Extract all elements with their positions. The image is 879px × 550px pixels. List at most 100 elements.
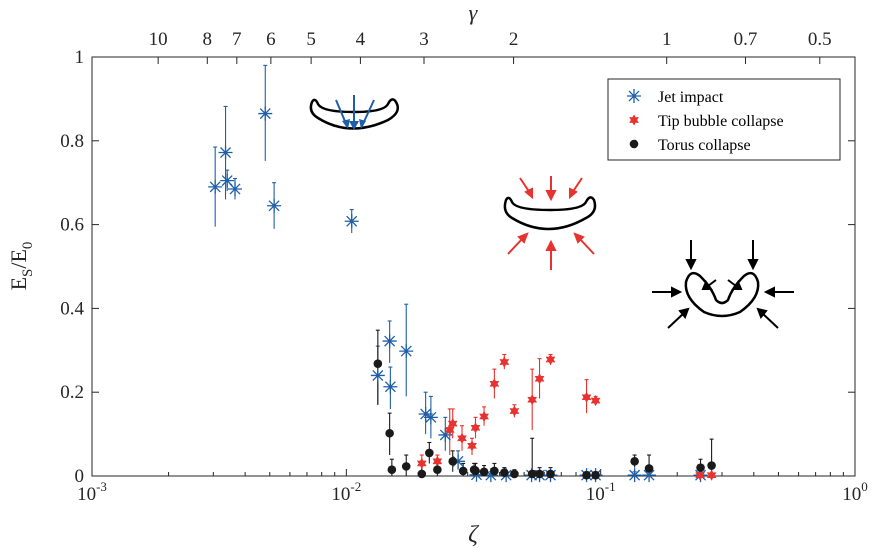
torus-bubble-shape: [684, 271, 760, 318]
data-point-tip-bubble-collapse: [457, 432, 467, 445]
data-point-torus-collapse: [510, 469, 519, 479]
data-point-tip-bubble-collapse: [534, 373, 545, 385]
tip-arrowhead-top-center: [545, 190, 557, 202]
y-tick-label: 0: [75, 466, 85, 487]
data-point-tip-bubble-collapse: [499, 356, 510, 368]
torus-arrowhead-bottom-left: [678, 307, 690, 319]
data-point-torus-collapse: [527, 469, 537, 479]
data-point-tip-bubble-collapse: [470, 422, 481, 434]
y-axis-title-main: E: [6, 277, 31, 290]
y-tick-label: 0.8: [60, 131, 84, 152]
legend-label-tip-bubble-collapse: Tip bubble collapse: [658, 113, 784, 130]
x-tick-label: 10-3: [77, 479, 107, 505]
y-axis-title: ES/E0: [6, 242, 36, 291]
torus-arrow-bottom-left: [667, 312, 685, 329]
top-axis-title: γ: [469, 0, 479, 25]
y-tick-label: 1: [75, 47, 85, 68]
data-point-torus-collapse: [385, 428, 394, 438]
data-point-jet-impact: [451, 454, 466, 469]
data-point-tip-bubble-collapse: [479, 410, 490, 423]
data-point-tip-bubble-collapse: [509, 405, 520, 417]
x-tick-label-base: 10: [331, 484, 350, 505]
top-tick-label: 0.5: [808, 29, 832, 50]
data-point-tip-bubble-collapse: [467, 440, 477, 452]
torus-arrowhead-right: [763, 286, 775, 298]
data-point-torus-collapse: [644, 464, 654, 473]
data-point-torus-collapse: [433, 465, 442, 475]
torus-arrowhead-inner-left: [701, 279, 713, 290]
data-point-jet-impact: [383, 379, 398, 394]
data-point-torus-collapse: [490, 466, 499, 476]
y-tick-label: 0.4: [60, 298, 84, 319]
top-tick-label: 2: [509, 29, 519, 50]
data-point-torus-collapse: [458, 466, 468, 476]
data-point-tip-bubble-collapse: [706, 469, 717, 481]
jet-bubble-shape: [309, 98, 399, 130]
data-point-jet-impact: [382, 334, 397, 349]
top-tick-label: 7: [232, 29, 242, 50]
data-point-jet-impact: [218, 145, 233, 160]
jet-arrowhead-left: [342, 119, 350, 129]
data-point-torus-collapse: [707, 461, 716, 470]
x-tick-label: 100: [842, 479, 868, 505]
y-tick-label: 0.6: [60, 215, 84, 236]
data-point-jet-impact: [370, 368, 385, 383]
legend-marker-tip-bubble-collapse: [629, 114, 639, 126]
x-tick-label-exponent: -1: [605, 479, 616, 494]
plot-frame: [91, 56, 856, 477]
x-tick-label-base: 10: [77, 484, 96, 505]
data-markers: [208, 106, 717, 483]
data-point-jet-impact: [228, 181, 243, 196]
legend-markers: [627, 89, 641, 149]
data-point-torus-collapse: [448, 457, 458, 466]
top-tick-label: 6: [266, 29, 276, 50]
data-point-jet-impact: [344, 214, 359, 229]
tip-arrowhead-bottom-center: [545, 239, 557, 251]
y-tick-label: 0.2: [60, 382, 84, 403]
legend-marker-jet-impact: [627, 89, 641, 103]
data-point-tip-bubble-collapse: [444, 424, 455, 436]
data-point-jet-impact: [208, 179, 223, 194]
tip-bubble-shape: [503, 196, 597, 231]
data-point-torus-collapse: [535, 469, 544, 479]
data-point-torus-collapse: [417, 469, 427, 479]
tip-arrow-bottom-left: [507, 237, 524, 255]
tip-arrowhead-top-left: [524, 187, 533, 200]
data-point-jet-impact: [627, 468, 642, 483]
legend-box: [607, 78, 841, 161]
data-point-jet-impact: [438, 427, 453, 442]
tip-arrowhead-bottom-left: [517, 232, 529, 244]
legend: Jet impact Tip bubble collapse Torus col…: [607, 78, 841, 161]
torus-arrowhead-top-right: [747, 259, 759, 271]
jet-impact-schematic: [309, 95, 399, 130]
data-point-torus-collapse: [582, 470, 591, 480]
torus-arrowhead-inner-right: [731, 279, 743, 290]
tip-arrow-bottom-right: [578, 237, 595, 255]
y-axis-title-sub2: 0: [20, 242, 36, 250]
data-point-jet-impact: [423, 410, 438, 425]
data-point-tip-bubble-collapse: [527, 394, 538, 406]
data-point-tip-bubble-collapse: [489, 378, 500, 390]
top-tick-label: 4: [356, 29, 366, 50]
data-point-torus-collapse: [425, 448, 434, 458]
data-point-torus-collapse: [387, 465, 397, 475]
data-point-torus-collapse: [471, 466, 480, 476]
top-tick-label: 1: [662, 29, 672, 50]
data-point-torus-collapse: [546, 469, 555, 479]
torus-arrowhead-bottom-right: [756, 307, 768, 319]
data-point-jet-impact: [642, 468, 657, 483]
y-axis-title-slash: /E: [6, 249, 31, 269]
x-tick-label: 10-1: [586, 479, 616, 505]
data-point-jet-impact: [483, 468, 498, 483]
torus-arrowhead-top-left: [685, 259, 697, 271]
jet-arrowhead-center: [349, 121, 359, 130]
data-point-torus-collapse: [479, 467, 489, 477]
data-point-torus-collapse: [630, 457, 639, 466]
data-point-jet-impact: [399, 344, 414, 359]
data-point-tip-bubble-collapse: [581, 391, 592, 403]
data-point-torus-collapse: [401, 462, 411, 471]
legend-marker-torus-collapse: [629, 139, 639, 149]
x-axis-title: ζ: [468, 522, 480, 548]
x-tick-label-base: 10: [842, 484, 861, 505]
